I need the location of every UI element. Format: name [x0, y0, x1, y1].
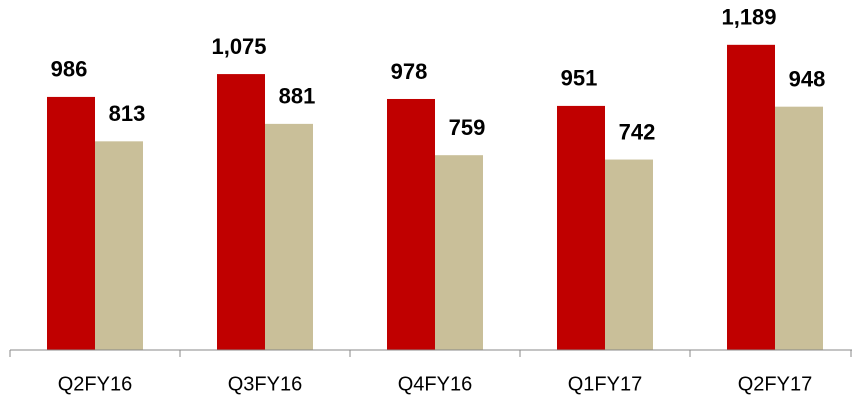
bar [557, 105, 605, 350]
x-tick-label: Q1FY17 [568, 373, 642, 395]
bar [605, 159, 653, 350]
bar [265, 123, 313, 350]
bar [47, 96, 95, 350]
value-label: 759 [449, 115, 486, 140]
value-label: 986 [51, 57, 88, 82]
x-tick-label: Q4FY16 [398, 373, 472, 395]
value-label: 1,189 [721, 5, 776, 30]
bar [727, 44, 775, 350]
x-tick-label: Q2FY17 [738, 373, 812, 395]
value-label: 948 [789, 66, 826, 91]
bar [435, 155, 483, 350]
x-tick-label: Q2FY16 [58, 373, 132, 395]
value-label: 951 [561, 66, 598, 91]
value-label: 742 [619, 119, 656, 144]
bar [775, 106, 823, 351]
value-label: 813 [109, 101, 146, 126]
bar [217, 74, 265, 350]
bar [387, 98, 435, 350]
x-tick-label: Q3FY16 [228, 373, 302, 395]
value-label: 1,075 [211, 34, 266, 59]
value-label: 881 [279, 84, 316, 109]
value-label: 978 [391, 59, 428, 84]
bar [95, 141, 143, 350]
